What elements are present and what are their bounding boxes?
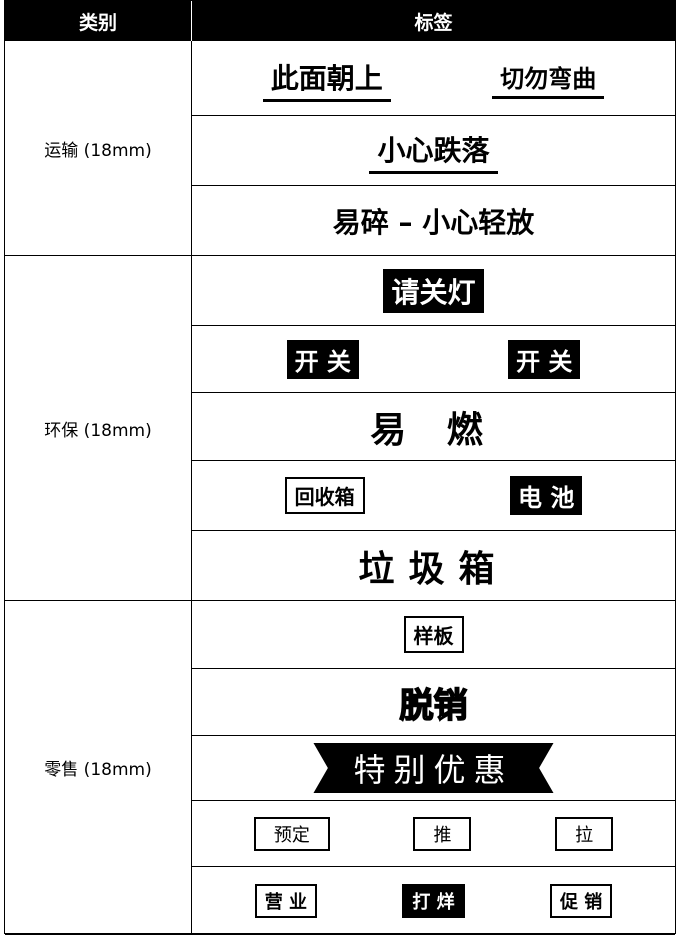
label-item: 易 燃	[370, 409, 497, 451]
category-cell: 零售 (18mm)	[5, 601, 191, 935]
label-item: 请关灯	[383, 268, 484, 313]
label-item: 开 关	[508, 339, 581, 379]
label-item: 回收箱	[284, 477, 365, 514]
label-item: 易碎 – 小心轻放	[332, 205, 535, 239]
table: 类别 标签 运输 (18mm) 此面朝上 切勿弯曲小心跌落易碎 – 小心轻放环保 (…	[4, 0, 676, 935]
label-row: 样板	[191, 601, 675, 669]
label-row: 请关灯	[191, 256, 675, 326]
label-item: 小心跌落	[369, 127, 498, 174]
label-item: 电 池	[509, 476, 583, 515]
label-item: 拉	[555, 816, 614, 851]
label-item: 促 销	[550, 883, 613, 918]
label-row: 脱销	[191, 669, 675, 736]
label-item: 此面朝上	[262, 55, 391, 102]
label-row: 预定 推 拉	[191, 801, 675, 867]
label-item: 营 业	[254, 883, 317, 918]
label-row: 此面朝上 切勿弯曲	[191, 41, 675, 116]
category-cell: 环保 (18mm)	[5, 256, 191, 601]
header-cell: 标签	[191, 1, 675, 41]
label-item: 打 烊	[402, 883, 465, 918]
label-row: 易碎 – 小心轻放	[191, 186, 675, 256]
label-item: 特别优惠	[313, 743, 554, 793]
label-row: 垃圾箱	[191, 531, 675, 601]
label-item: 切勿弯曲	[492, 57, 605, 99]
label-item: 推	[413, 816, 472, 851]
label-item: 开 关	[286, 339, 359, 379]
label-item: 脱销	[399, 685, 469, 727]
label-row: 回收箱 电 池	[191, 461, 675, 531]
label-row: 营 业打 烊促 销	[191, 867, 675, 935]
label-row: 开 关开 关	[191, 326, 675, 393]
label-item: 垃圾箱	[358, 548, 509, 590]
label-item: 样板	[403, 616, 464, 653]
label-row: 易 燃	[191, 393, 675, 461]
header-cell: 类别	[5, 1, 191, 41]
label-row: 小心跌落	[191, 116, 675, 186]
label-item: 预定	[253, 816, 330, 851]
category-cell: 运输 (18mm)	[5, 41, 191, 256]
label-row: 特别优惠	[191, 736, 675, 801]
